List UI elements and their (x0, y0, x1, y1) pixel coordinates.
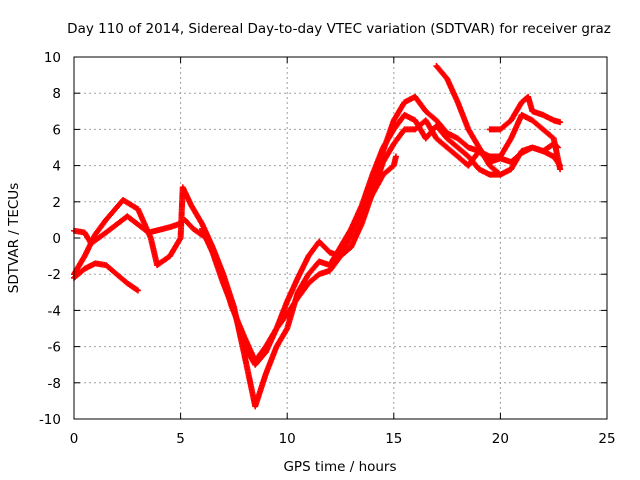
y-axis-label: SDTVAR / TECUs (6, 183, 22, 293)
y-tick-label: -10 (39, 412, 61, 428)
y-tick-label: 0 (52, 231, 61, 247)
series-track-3 (71, 111, 504, 410)
series-track-8 (486, 93, 564, 133)
y-tick-label: -6 (48, 340, 61, 356)
y-tick-label: -8 (48, 376, 61, 392)
data-point (134, 287, 141, 294)
series-track-2 (71, 213, 184, 247)
x-tick-label: 0 (70, 431, 79, 447)
data-point (133, 286, 140, 293)
data-point (553, 143, 560, 150)
chart-title: Day 110 of 2014, Sidereal Day-to-day VTE… (67, 21, 611, 37)
y-tick-label: -2 (48, 267, 61, 283)
plot-frame (73, 56, 608, 420)
x-tick-label: 20 (492, 431, 509, 447)
y-tick-label: 8 (52, 86, 61, 102)
data-point (557, 166, 564, 173)
series-track-7 (433, 63, 561, 178)
y-tick-label: 2 (52, 195, 61, 211)
series-track-1 (71, 260, 141, 294)
grid (73, 56, 608, 420)
axis-ticks: 0 5 10 15 20 25 -10 -8 -6 -4 -2 0 2 4 6 8 10 (39, 50, 616, 447)
series-track-5 (198, 93, 564, 368)
data-point (557, 119, 564, 126)
x-axis-label: GPS time / hours (283, 459, 396, 475)
x-tick-label: 10 (279, 431, 296, 447)
y-tick-label: 10 (44, 50, 61, 66)
x-tick-label: 5 (176, 431, 185, 447)
series-track-6 (365, 153, 399, 205)
data-markers (71, 63, 564, 410)
data-point (554, 144, 561, 151)
data-point (392, 153, 399, 160)
x-tick-label: 15 (385, 431, 402, 447)
y-tick-label: -4 (48, 303, 61, 319)
y-tick-label: 6 (52, 122, 61, 138)
x-tick-label: 25 (598, 431, 615, 447)
y-tick-label: 4 (52, 159, 61, 175)
